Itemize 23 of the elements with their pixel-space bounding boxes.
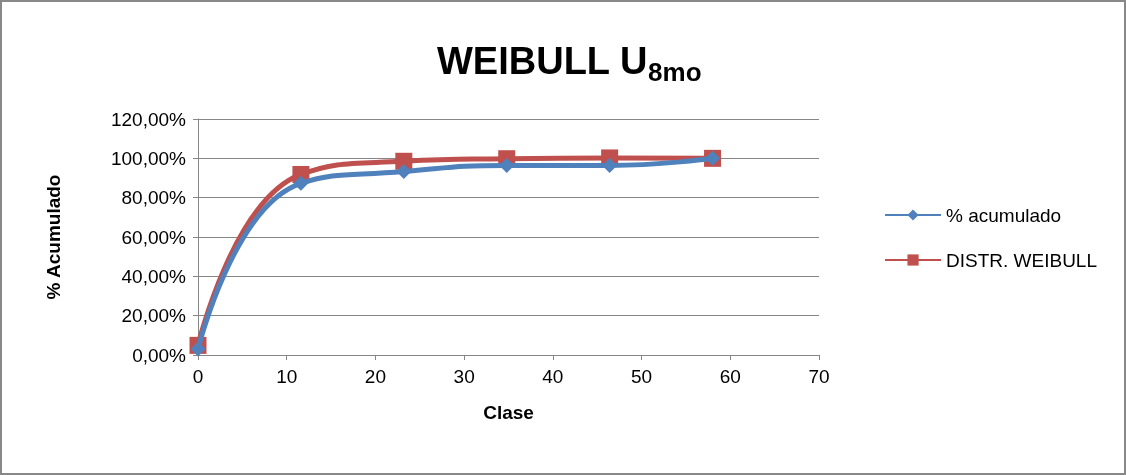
y-axis-title: % Acumulado [43, 174, 64, 300]
legend-label: % acumulado [946, 204, 1062, 226]
legend-label: DISTR. WEIBULL [946, 249, 1098, 271]
x-axis-title: Clase [483, 402, 534, 423]
point [396, 164, 412, 180]
y-tick-label: 80,00% [121, 187, 187, 209]
y-tick-label: 100,00% [110, 147, 187, 169]
x-tick-label: 50 [631, 366, 653, 387]
x-tick-label: 60 [719, 366, 741, 387]
x-tick-label: 0 [192, 366, 204, 387]
point [293, 175, 309, 191]
point [190, 341, 206, 357]
x-tick-label: 40 [542, 366, 564, 387]
x-tick-label: 10 [276, 366, 298, 387]
y-tick-label: 120,00% [110, 108, 187, 130]
y-tick-label: 40,00% [121, 265, 187, 287]
x-tick-label: 70 [808, 366, 830, 387]
point [602, 157, 618, 173]
y-tick-label: 0,00% [132, 344, 187, 366]
y-tick-label: 20,00% [121, 305, 187, 327]
x-tick-label: 20 [364, 366, 386, 387]
x-tick-label: 30 [453, 366, 475, 387]
y-tick-label: 60,00% [121, 226, 187, 248]
